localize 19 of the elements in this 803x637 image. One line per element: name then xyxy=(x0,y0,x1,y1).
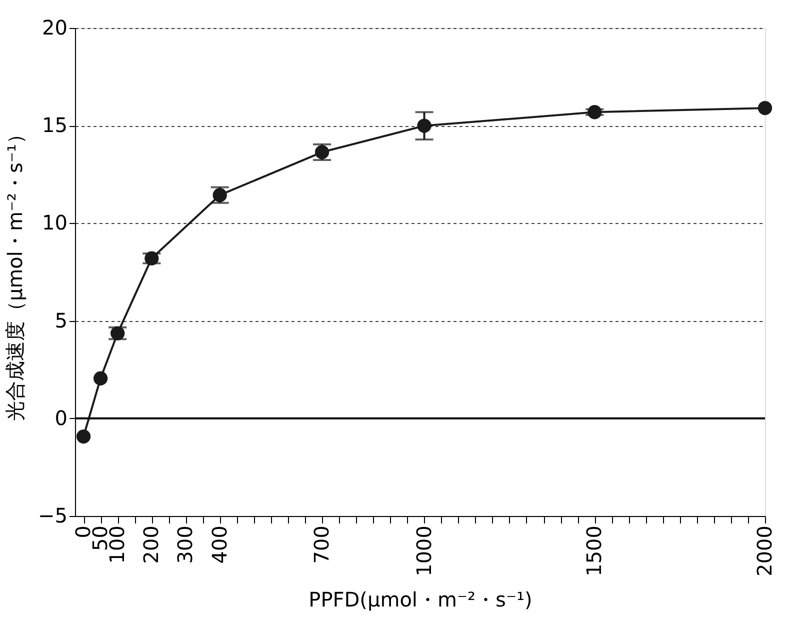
x-tick-label: 200 xyxy=(139,526,164,564)
x-tick-label: 400 xyxy=(207,526,232,564)
y-tick-label: 10 xyxy=(42,210,68,235)
point xyxy=(76,429,91,444)
x-tick-label: 700 xyxy=(310,526,334,564)
y-tick-label: 0 xyxy=(54,406,68,430)
x-tick-label: 1500 xyxy=(582,526,606,576)
x-tick-label: 2000 xyxy=(752,526,776,576)
x-tick-label: 1000 xyxy=(412,526,436,576)
y-tick-label: 5 xyxy=(54,308,68,332)
x-axis-title: PPFD(μmol・m⁻²・s⁻¹) xyxy=(308,587,532,612)
y-axis-title: 光合成速度（μmol・m⁻²・s⁻¹） xyxy=(3,124,28,422)
point xyxy=(93,371,108,386)
point xyxy=(758,100,772,116)
point xyxy=(417,118,432,133)
y-tick-label: 15 xyxy=(42,113,68,138)
y-tick-label: −5 xyxy=(38,504,68,528)
y-tick-label: 20 xyxy=(42,16,68,40)
x-tick-label: 300 xyxy=(173,526,198,564)
